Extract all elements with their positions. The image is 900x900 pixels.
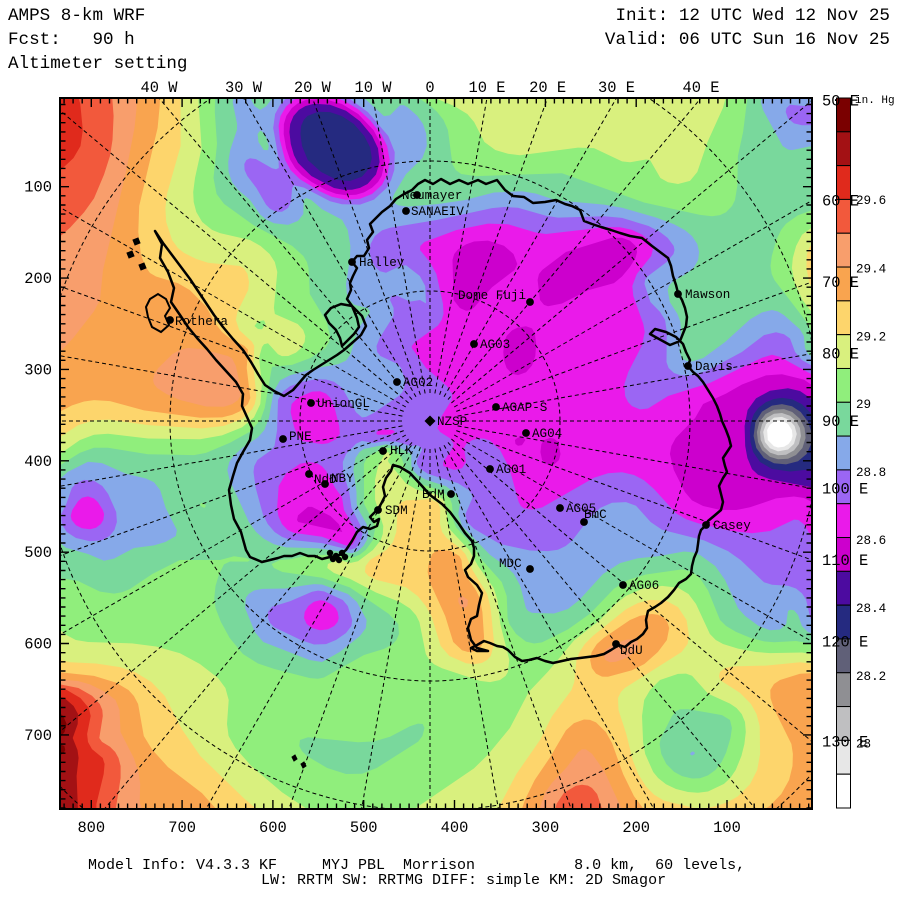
svg-text:AG04: AG04 [532, 427, 562, 441]
svg-text:29.6: 29.6 [856, 194, 886, 208]
svg-text:NZSP: NZSP [437, 415, 467, 429]
svg-text:AG02: AG02 [403, 376, 433, 390]
svg-text:Fcst: 90 h: Fcst: 90 h [8, 30, 135, 50]
svg-text:700: 700 [24, 727, 52, 745]
svg-text:28.4: 28.4 [856, 602, 886, 616]
svg-text:40 E: 40 E [683, 79, 720, 97]
svg-text:130 E: 130 E [822, 734, 868, 752]
svg-text:AG05: AG05 [566, 502, 596, 516]
svg-text:400: 400 [24, 453, 52, 471]
svg-text:29.2: 29.2 [856, 330, 886, 344]
svg-text:120 E: 120 E [822, 634, 868, 652]
svg-text:30 W: 30 W [225, 79, 263, 97]
svg-text:200: 200 [24, 270, 52, 288]
svg-text:Valid: 06 UTC Sun 16 Nov 25: Valid: 06 UTC Sun 16 Nov 25 [605, 30, 890, 50]
svg-text:SANAEIV: SANAEIV [411, 205, 464, 219]
svg-text:200: 200 [622, 819, 650, 837]
svg-text:60 E: 60 E [822, 193, 859, 211]
svg-text:0: 0 [425, 79, 434, 97]
svg-text:300: 300 [24, 361, 52, 379]
svg-text:600: 600 [24, 636, 52, 654]
svg-text:BmC: BmC [584, 508, 607, 522]
svg-text:110 E: 110 E [822, 552, 868, 570]
svg-text:PNE: PNE [289, 430, 312, 444]
svg-text:LW: RRTM SW: RRTMG DIFF: simpl: LW: RRTM SW: RRTMG DIFF: simple KM: 2D S… [261, 872, 666, 889]
svg-text:500: 500 [350, 819, 378, 837]
svg-text:HLK: HLK [390, 444, 413, 458]
svg-text:AMPS 8-km WRF: AMPS 8-km WRF [8, 6, 145, 26]
svg-text:40 W: 40 W [141, 79, 179, 97]
svg-text:Init: 12 UTC Wed 12 Nov 25: Init: 12 UTC Wed 12 Nov 25 [615, 6, 890, 26]
svg-text:100: 100 [713, 819, 741, 837]
svg-text:29: 29 [856, 398, 871, 412]
svg-text:AG01: AG01 [496, 463, 526, 477]
svg-text:AGAP-S: AGAP-S [502, 401, 547, 415]
svg-text:Model Info: V4.3.3 KF MYJ: Model Info: V4.3.3 KF MYJ PBL Morrison 8… [88, 857, 745, 874]
svg-text:DdU: DdU [620, 644, 643, 658]
svg-text:MDC: MDC [499, 557, 522, 571]
svg-text:10 W: 10 W [355, 79, 393, 97]
svg-text:28.6: 28.6 [856, 534, 886, 548]
svg-text:500: 500 [24, 544, 52, 562]
svg-text:29.4: 29.4 [856, 262, 886, 276]
svg-text:Dome Fuji: Dome Fuji [458, 289, 526, 303]
svg-text:NBY: NBY [331, 472, 354, 486]
svg-text:300: 300 [532, 819, 560, 837]
svg-text:Mawson: Mawson [685, 288, 730, 302]
svg-text:Halley: Halley [359, 256, 405, 270]
svg-text:in. Hg: in. Hg [855, 95, 895, 107]
svg-text:Rothera: Rothera [175, 315, 228, 329]
svg-text:28.2: 28.2 [856, 670, 886, 684]
svg-text:SDM: SDM [385, 504, 408, 518]
svg-text:400: 400 [441, 819, 469, 837]
svg-text:100: 100 [24, 179, 52, 197]
svg-text:20 W: 20 W [294, 79, 332, 97]
svg-text:100 E: 100 E [822, 480, 868, 498]
svg-text:UnionGL: UnionGL [317, 397, 370, 411]
svg-text:80 E: 80 E [822, 346, 859, 364]
svg-text:28: 28 [856, 738, 871, 752]
svg-text:NdD: NdD [314, 473, 337, 487]
svg-text:28.8: 28.8 [856, 466, 886, 480]
svg-text:Altimeter setting: Altimeter setting [8, 54, 188, 74]
svg-text:Neumayer: Neumayer [402, 189, 462, 203]
svg-text:AG03: AG03 [480, 338, 510, 352]
svg-text:Davis: Davis [695, 360, 733, 374]
svg-text:70 E: 70 E [822, 274, 859, 292]
svg-text:10 E: 10 E [469, 79, 506, 97]
svg-text:600: 600 [259, 819, 287, 837]
svg-text:700: 700 [168, 819, 196, 837]
svg-text:AG06: AG06 [629, 579, 659, 593]
svg-text:20 E: 20 E [529, 79, 566, 97]
svg-text:50 E: 50 E [822, 93, 859, 111]
svg-text:90 E: 90 E [822, 413, 859, 431]
svg-text:800: 800 [77, 819, 105, 837]
svg-text:BdM: BdM [422, 488, 445, 502]
svg-text:Casey: Casey [713, 519, 751, 533]
svg-text:30 E: 30 E [598, 79, 635, 97]
